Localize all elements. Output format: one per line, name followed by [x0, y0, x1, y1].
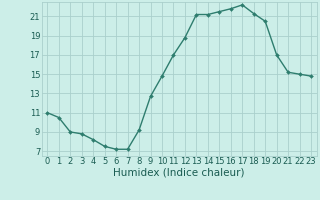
X-axis label: Humidex (Indice chaleur): Humidex (Indice chaleur): [114, 168, 245, 178]
